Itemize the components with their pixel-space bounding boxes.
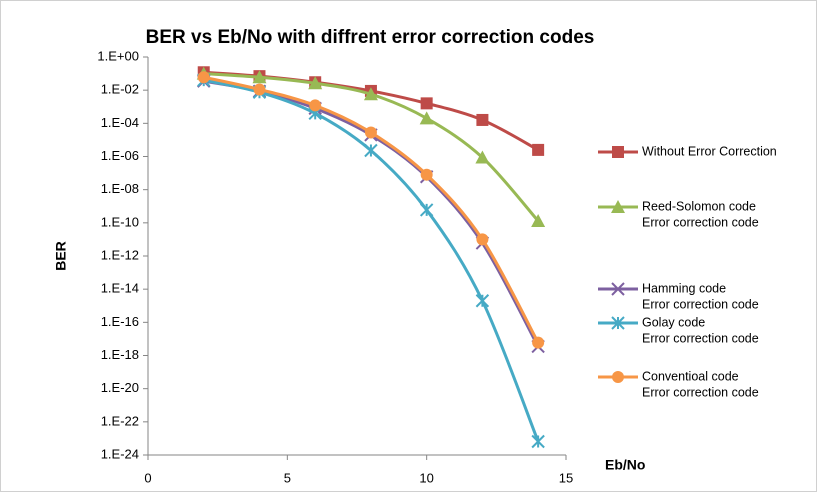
marker — [531, 434, 545, 449]
y-tick-label: 1.E+00 — [97, 48, 139, 63]
x-tick-label: 5 — [284, 470, 291, 485]
marker — [420, 168, 433, 181]
y-tick-label: 1.E-08 — [101, 181, 139, 196]
marker — [476, 113, 489, 126]
marker — [308, 76, 323, 90]
marker — [197, 71, 210, 84]
marker — [611, 316, 625, 330]
y-tick-label: 1.E-22 — [101, 413, 139, 428]
legend-label: Without Error Correction — [642, 144, 777, 158]
y-tick-label: 1.E-20 — [101, 380, 139, 395]
y-tick-label: 1.E-16 — [101, 314, 139, 329]
marker — [363, 87, 378, 101]
legend-label: Error correction code — [642, 385, 759, 399]
y-tick-label: 1.E-04 — [101, 115, 139, 130]
marker — [611, 200, 625, 213]
y-tick-label: 1.E-14 — [101, 281, 139, 296]
marker — [531, 213, 546, 227]
legend-label: Reed-Solomon code — [642, 199, 756, 213]
y-tick-label: 1.E-12 — [101, 247, 139, 262]
legend-label: Hamming code — [642, 281, 726, 295]
x-axis-label: Eb/No — [605, 457, 645, 473]
marker — [309, 99, 322, 112]
y-tick-label: 1.E-02 — [101, 82, 139, 97]
chart-title: BER vs Eb/No with diffrent error correct… — [146, 27, 595, 48]
marker — [252, 70, 267, 84]
legend-label: Error correction code — [642, 215, 759, 229]
legend-label: Error correction code — [642, 297, 759, 311]
x-tick-label: 10 — [419, 470, 433, 485]
marker — [253, 83, 266, 96]
marker — [419, 203, 434, 217]
y-axis-label: BER — [53, 241, 69, 271]
marker — [475, 294, 490, 308]
legend-label: Golay code — [642, 315, 705, 329]
legend-label: Conventioal code — [642, 369, 739, 383]
marker — [476, 233, 489, 246]
series-line — [203, 78, 540, 443]
marker — [532, 336, 545, 349]
marker — [612, 371, 624, 383]
legend-label: Error correction code — [642, 331, 759, 345]
y-tick-label: 1.E-10 — [101, 214, 139, 229]
marker — [475, 150, 490, 164]
marker — [364, 143, 378, 158]
y-tick-label: 1.E-24 — [101, 446, 139, 461]
marker — [420, 97, 433, 110]
marker — [419, 111, 434, 125]
y-tick-label: 1.E-18 — [101, 347, 139, 362]
marker — [612, 146, 624, 158]
x-tick-label: 15 — [559, 470, 573, 485]
x-tick-label: 0 — [144, 470, 151, 485]
marker — [611, 282, 625, 296]
y-tick-label: 1.E-06 — [101, 148, 139, 163]
marker — [364, 126, 377, 139]
marker — [532, 143, 545, 156]
